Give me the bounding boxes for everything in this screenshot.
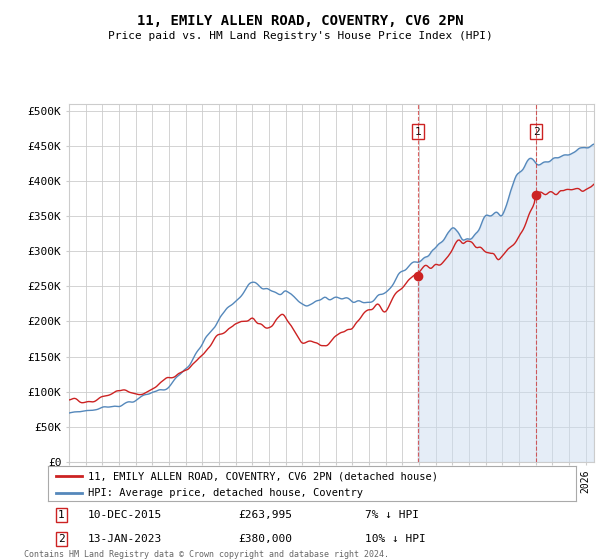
Text: £380,000: £380,000 bbox=[238, 534, 292, 544]
Text: 13-JAN-2023: 13-JAN-2023 bbox=[88, 534, 162, 544]
Text: Contains HM Land Registry data © Crown copyright and database right 2024.
This d: Contains HM Land Registry data © Crown c… bbox=[24, 550, 389, 560]
Text: 7% ↓ HPI: 7% ↓ HPI bbox=[365, 510, 419, 520]
Text: 11, EMILY ALLEN ROAD, COVENTRY, CV6 2PN: 11, EMILY ALLEN ROAD, COVENTRY, CV6 2PN bbox=[137, 14, 463, 28]
Text: 10-DEC-2015: 10-DEC-2015 bbox=[88, 510, 162, 520]
Text: 1: 1 bbox=[58, 510, 65, 520]
Text: 11, EMILY ALLEN ROAD, COVENTRY, CV6 2PN (detached house): 11, EMILY ALLEN ROAD, COVENTRY, CV6 2PN … bbox=[88, 471, 437, 481]
Text: Price paid vs. HM Land Registry's House Price Index (HPI): Price paid vs. HM Land Registry's House … bbox=[107, 31, 493, 41]
Text: 2: 2 bbox=[58, 534, 65, 544]
Text: 1: 1 bbox=[415, 127, 422, 137]
Text: HPI: Average price, detached house, Coventry: HPI: Average price, detached house, Cove… bbox=[88, 488, 362, 497]
Text: 2: 2 bbox=[533, 127, 540, 137]
Text: £263,995: £263,995 bbox=[238, 510, 292, 520]
Text: 10% ↓ HPI: 10% ↓ HPI bbox=[365, 534, 425, 544]
